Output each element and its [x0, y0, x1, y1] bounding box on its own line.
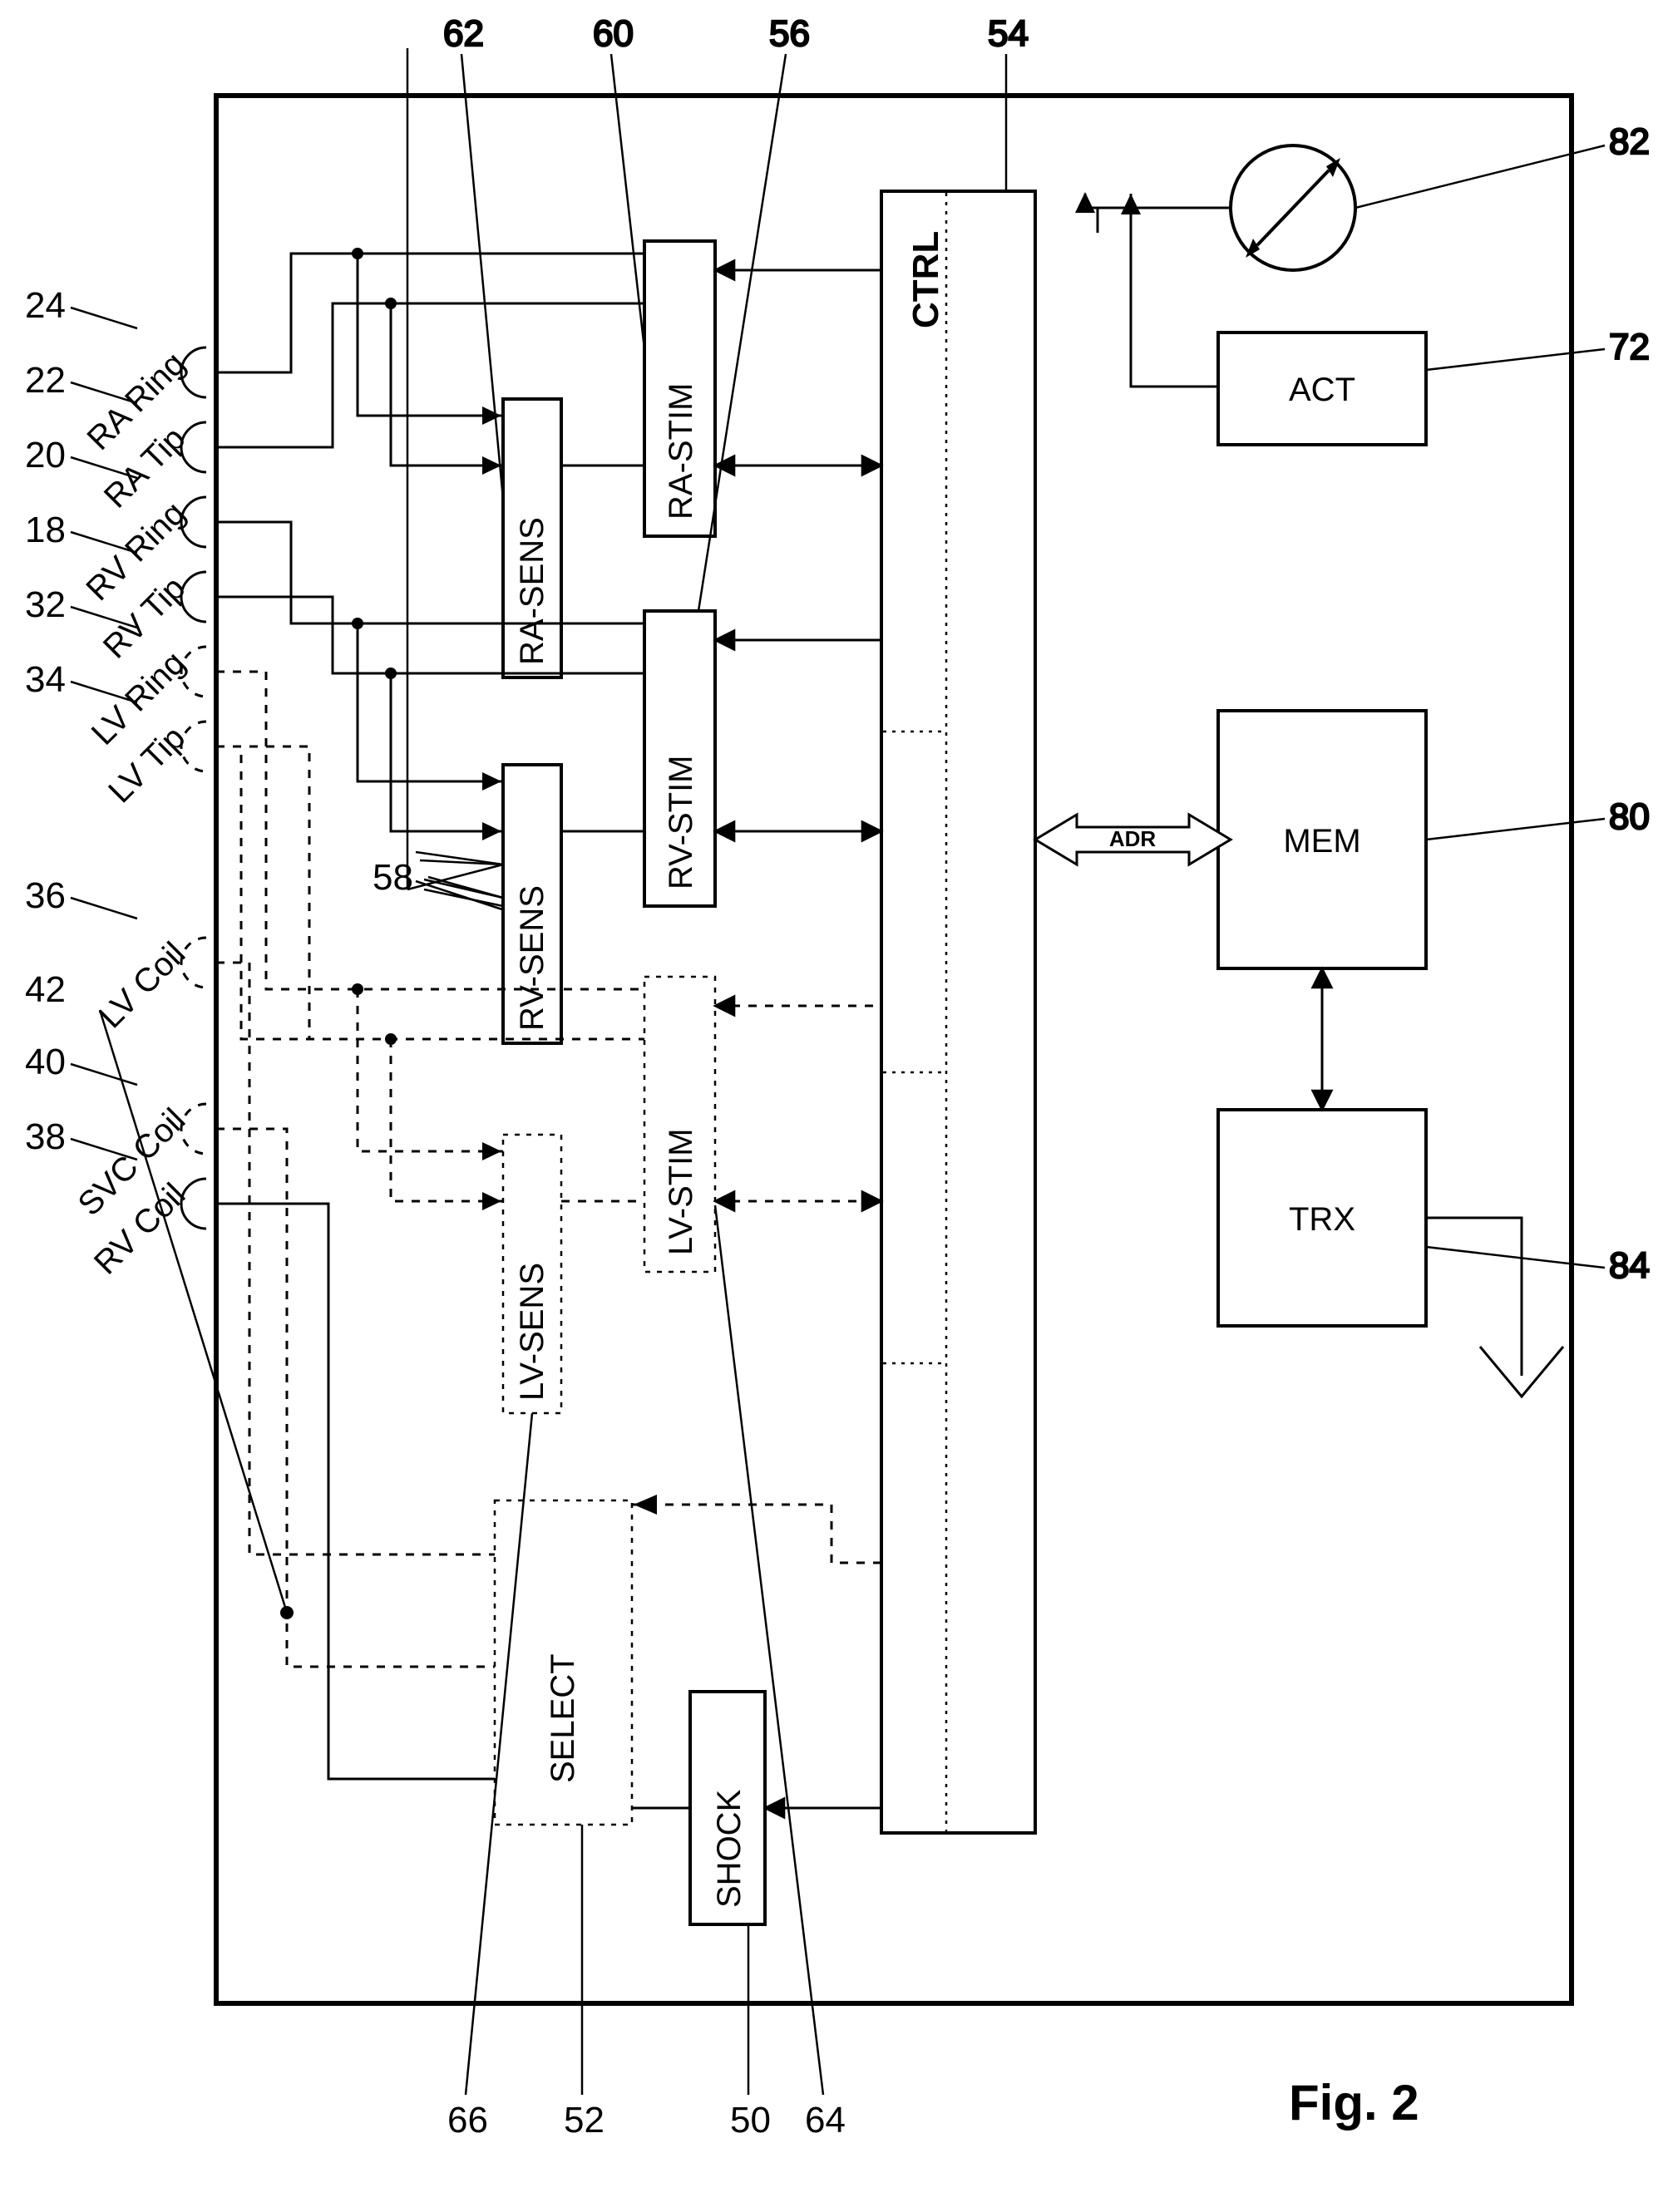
ref-40: 40	[25, 1042, 66, 1082]
ref-34: 34	[25, 659, 66, 700]
select-label: SELECT	[545, 1653, 581, 1783]
adr-label: ADR	[1109, 826, 1157, 851]
ref-66: 66	[447, 2100, 488, 2141]
trx-label: TRX	[1289, 1201, 1355, 1238]
ra-stim-label: RA-STIM	[663, 383, 699, 520]
diagram-root: CTRL ACT MEM TRX ADR RA-STIM RA-SENS RV-…	[0, 0, 1663, 2212]
ref-20: 20	[25, 435, 66, 475]
ctrl-block: CTRL	[881, 191, 1035, 1833]
rv-sens-label: RV-SENS	[514, 885, 550, 1031]
rv-stim-label: RV-STIM	[663, 755, 699, 889]
lv-stim-label: LV-STIM	[663, 1128, 699, 1255]
lv-sens-label: LV-SENS	[514, 1263, 550, 1401]
ref-50: 50	[730, 2100, 771, 2141]
ref-60: 60	[593, 13, 634, 54]
ref-82: 82	[1609, 121, 1650, 162]
ref-38: 38	[25, 1116, 66, 1157]
ref-22: 22	[25, 360, 66, 401]
gauge-sensor	[1231, 145, 1355, 270]
figure-caption: Fig. 2	[1289, 2075, 1419, 2131]
ref-54: 54	[988, 13, 1029, 54]
ref-32: 32	[25, 584, 66, 625]
ref-64: 64	[805, 2100, 846, 2141]
ref-80: 80	[1609, 796, 1650, 837]
ctrl-label: CTRL	[906, 231, 946, 328]
ref-18: 18	[25, 510, 66, 550]
ref-52: 52	[564, 2100, 605, 2141]
ref-84: 84	[1609, 1245, 1650, 1286]
port-lv-coil: LV Coil	[92, 935, 192, 1035]
shock-label: SHOCK	[711, 1789, 748, 1908]
ref-42: 42	[25, 969, 66, 1010]
act-label: ACT	[1289, 372, 1355, 408]
ref-62: 62	[443, 13, 484, 54]
ref-58: 58	[373, 857, 413, 898]
ref-56: 56	[769, 13, 810, 54]
ref-36: 36	[25, 875, 66, 916]
ref-24: 24	[25, 285, 66, 326]
ref-72: 72	[1609, 327, 1650, 367]
ra-sens-label: RA-SENS	[514, 517, 550, 665]
mem-label: MEM	[1283, 823, 1360, 860]
